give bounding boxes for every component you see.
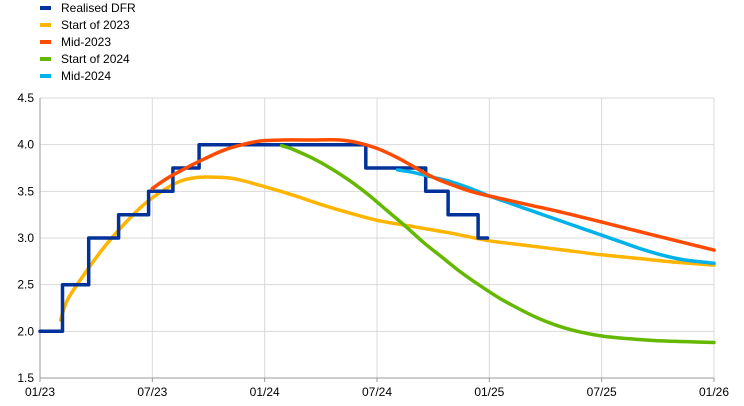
legend-label-mid-2023: Mid-2023 [61,35,111,49]
legend-label-start-of-2023: Start of 2023 [61,18,130,32]
legend-swatch-realised-dfr [40,6,51,10]
series-line-mid-2024 [395,168,716,265]
legend-label-realised-dfr: Realised DFR [61,1,136,15]
legend-label-start-of-2024: Start of 2024 [61,52,130,66]
y-tick-label: 4.0 [17,138,34,152]
legend-label-mid-2024: Mid-2024 [61,69,111,83]
y-tick-label: 1.5 [17,371,34,385]
legend-swatch-start-of-2024 [40,57,51,61]
y-tick-label: 3.5 [17,184,34,198]
x-tick-label: 01/25 [474,385,504,399]
y-tick-label: 4.5 [17,91,34,105]
y-tick-label: 3.0 [17,231,34,245]
y-tick-label: 2.0 [17,324,34,338]
y-axis-ticks: 1.5 2.0 2.5 3.0 3.5 4.0 4.5 [17,91,34,385]
x-tick-label: 01/26 [699,385,729,399]
x-tick-label: 01/23 [25,385,55,399]
x-axis-ticks: 01/23 07/23 01/24 07/24 01/25 07/25 01/26 [25,385,729,399]
y-tick-label: 2.5 [17,278,34,292]
x-tick-label: 01/24 [250,385,280,399]
x-tick-label: 07/24 [362,385,392,399]
legend-swatch-start-of-2023 [40,23,51,27]
series-line-start-of-2023 [58,175,716,322]
x-tick-label: 07/25 [587,385,617,399]
chart-grid [39,97,715,379]
legend-swatch-mid-2023 [40,40,51,44]
chart-legend: Realised DFR Start of 2023 Mid-2023 Start o… [40,1,136,83]
series-line-mid-2023 [150,138,716,252]
chart-series [38,138,716,345]
series-line-start-of-2024 [279,143,716,345]
legend-swatch-mid-2024 [40,74,51,78]
x-tick-label: 07/23 [137,385,167,399]
